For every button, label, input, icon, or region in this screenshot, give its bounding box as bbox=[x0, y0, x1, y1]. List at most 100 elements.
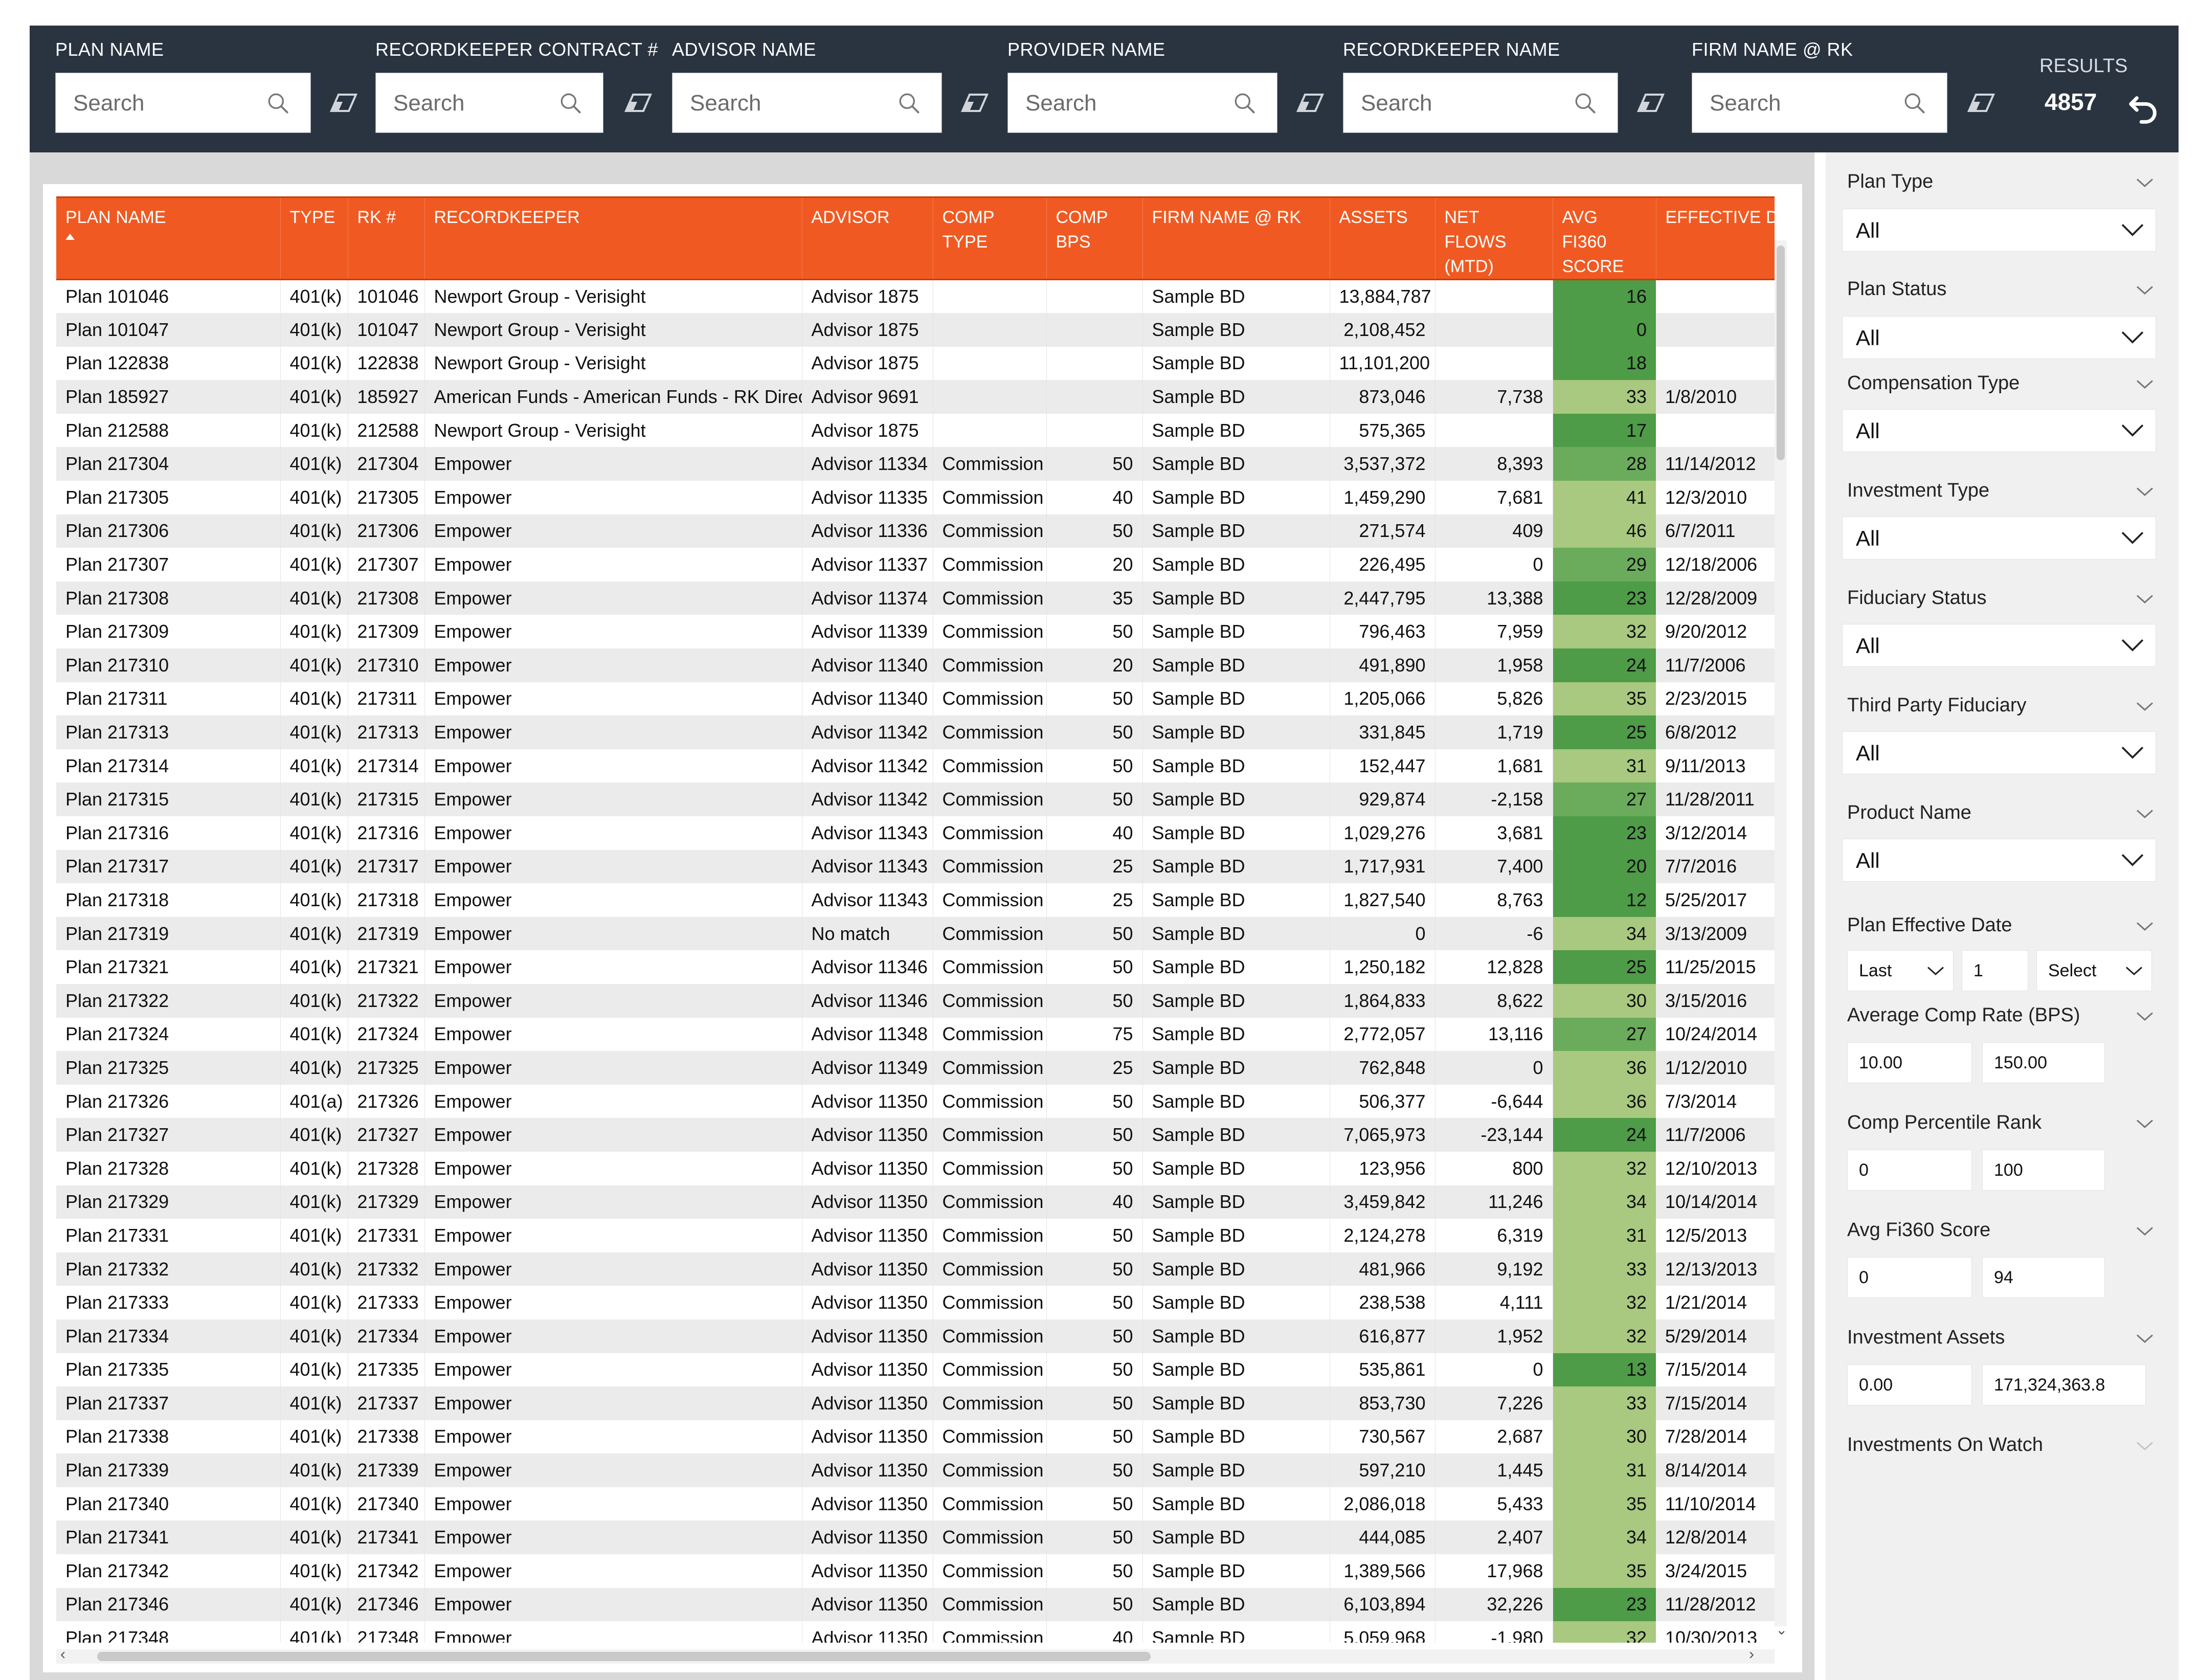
table-row[interactable]: Plan 217328 401(k) 217328 Empower Advisor 11… bbox=[56, 1151, 1775, 1185]
collapse-chevron-icon[interactable] bbox=[2136, 1225, 2154, 1238]
effective-date-unit-select[interactable]: Select bbox=[2036, 950, 2152, 991]
table-row[interactable]: Plan 217331 401(k) 217331 Empower Advisor 11… bbox=[56, 1219, 1775, 1252]
investment-type-select[interactable]: All bbox=[1842, 517, 2156, 559]
investment-assets-max-input[interactable]: 171,324,363.8 bbox=[1982, 1364, 2146, 1405]
col-header-net-flows[interactable]: NET FLOWS (MTD) bbox=[1435, 196, 1553, 280]
collapse-chevron-icon[interactable] bbox=[2136, 701, 2154, 713]
table-row[interactable]: Plan 122838 401(k) 122838 Newport Group - V… bbox=[56, 346, 1775, 380]
table-row[interactable]: Plan 217340 401(k) 217340 Empower Advisor 11… bbox=[56, 1487, 1775, 1521]
table-row[interactable]: Plan 217315 401(k) 217315 Empower Advisor 11… bbox=[56, 782, 1775, 816]
scroll-left-icon[interactable]: ‹ bbox=[60, 1646, 65, 1663]
compensation-type-select[interactable]: All bbox=[1842, 409, 2156, 452]
table-row[interactable]: Plan 217319 401(k) 217319 Empower No match Co… bbox=[56, 916, 1775, 951]
collapse-chevron-icon[interactable] bbox=[2136, 808, 2154, 820]
table-row[interactable]: Plan 217304 401(k) 217304 Empower Advisor 11… bbox=[56, 447, 1775, 481]
table-row[interactable]: Plan 217333 401(k) 217333 Empower Advisor 11… bbox=[56, 1286, 1775, 1319]
search-icon[interactable] bbox=[558, 91, 584, 116]
provider-name-search-input[interactable] bbox=[1024, 73, 1201, 133]
effective-date-period-select[interactable]: Last bbox=[1847, 950, 1954, 991]
table-row[interactable]: Plan 217326 401(a) 217326 Empower Advisor 11… bbox=[56, 1084, 1775, 1118]
product-name-select[interactable]: All bbox=[1842, 839, 2156, 882]
col-header-comp-bps[interactable]: COMP BPS bbox=[1046, 196, 1143, 280]
table-row[interactable]: Plan 217318 401(k) 217318 Empower Advisor 11… bbox=[56, 883, 1775, 917]
col-header-recordkeeper[interactable]: RECORDKEEPER bbox=[424, 196, 802, 280]
third-party-fiduciary-select[interactable]: All bbox=[1842, 731, 2156, 774]
firm-name-search-input[interactable] bbox=[1709, 73, 1876, 133]
table-row[interactable]: Plan 217342 401(k) 217342 Empower Advisor 11… bbox=[56, 1554, 1775, 1588]
table-row[interactable]: Plan 217322 401(k) 217322 Empower Advisor 11… bbox=[56, 983, 1775, 1018]
col-header-firm-name[interactable]: FIRM NAME @ RK bbox=[1142, 196, 1330, 280]
effective-date-amount-input[interactable]: 1 bbox=[1962, 950, 2028, 991]
table-row[interactable]: Plan 217329 401(k) 217329 Empower Advisor 11… bbox=[56, 1185, 1775, 1219]
recordkeeper-name-search-input[interactable] bbox=[1360, 73, 1540, 133]
table-row[interactable]: Plan 217316 401(k) 217316 Empower Advisor 11… bbox=[56, 816, 1775, 850]
table-row[interactable]: Plan 212588 401(k) 212588 Newport Group - V… bbox=[56, 413, 1775, 447]
table-row[interactable]: Plan 217307 401(k) 217307 Empower Advisor 11… bbox=[56, 548, 1775, 581]
scroll-down-icon[interactable]: ⌄ bbox=[1776, 1622, 1788, 1638]
table-row[interactable]: Plan 217339 401(k) 217339 Empower Advisor 11… bbox=[56, 1453, 1775, 1487]
col-header-avg-fi360-score[interactable]: AVG FI360 SCORE bbox=[1553, 196, 1656, 280]
table-row[interactable]: Plan 217310 401(k) 217310 Empower Advisor 11… bbox=[56, 648, 1775, 682]
recordkeeper-contract-search-input[interactable] bbox=[392, 73, 542, 133]
col-header-plan-name[interactable]: PLAN NAME bbox=[56, 196, 281, 280]
table-row[interactable]: Plan 217332 401(k) 217332 Empower Advisor 11… bbox=[56, 1252, 1775, 1286]
eraser-icon[interactable] bbox=[1636, 92, 1665, 114]
table-row[interactable]: Plan 217335 401(k) 217335 Empower Advisor 11… bbox=[56, 1353, 1775, 1387]
table-row[interactable]: Plan 217305 401(k) 217305 Empower Advisor 11… bbox=[56, 481, 1775, 514]
table-row[interactable]: Plan 217314 401(k) 217314 Empower Advisor 11… bbox=[56, 749, 1775, 783]
table-row[interactable]: Plan 217325 401(k) 217325 Empower Advisor 11… bbox=[56, 1051, 1775, 1085]
table-row[interactable]: Plan 217346 401(k) 217346 Empower Advisor 11… bbox=[56, 1587, 1775, 1622]
table-row[interactable]: Plan 217306 401(k) 217306 Empower Advisor 11… bbox=[56, 514, 1775, 548]
collapse-chevron-icon[interactable] bbox=[2136, 1118, 2154, 1130]
advisor-name-search-input[interactable] bbox=[689, 73, 866, 133]
search-icon[interactable] bbox=[1902, 91, 1927, 116]
comp-rate-max-input[interactable]: 150.00 bbox=[1982, 1042, 2105, 1083]
collapse-chevron-icon[interactable] bbox=[2136, 378, 2154, 391]
table-row[interactable]: Plan 217324 401(k) 217324 Empower Advisor 11… bbox=[56, 1017, 1775, 1051]
search-icon[interactable] bbox=[1232, 91, 1258, 116]
vertical-scrollbar-thumb[interactable] bbox=[1777, 245, 1785, 460]
collapse-chevron-icon[interactable] bbox=[2136, 1333, 2154, 1345]
vertical-scrollbar[interactable] bbox=[1775, 240, 1787, 1626]
col-header-advisor[interactable]: ADVISOR bbox=[802, 196, 933, 280]
collapse-chevron-icon[interactable] bbox=[2136, 177, 2154, 189]
col-header-rk-number[interactable]: RK # bbox=[348, 196, 425, 280]
table-row[interactable]: Plan 217348 401(k) 217348 Empower Advisor 11… bbox=[56, 1621, 1775, 1643]
percentile-rank-min-input[interactable]: 0 bbox=[1847, 1150, 1972, 1191]
undo-icon[interactable] bbox=[2126, 92, 2162, 128]
table-row[interactable]: Plan 217337 401(k) 217337 Empower Advisor 11… bbox=[56, 1386, 1775, 1420]
table-row[interactable]: Plan 217338 401(k) 217338 Empower Advisor 11… bbox=[56, 1420, 1775, 1454]
eraser-icon[interactable] bbox=[624, 92, 653, 114]
collapse-chevron-icon[interactable] bbox=[2136, 1011, 2154, 1023]
fi360-score-max-input[interactable]: 94 bbox=[1982, 1257, 2105, 1298]
eraser-icon[interactable] bbox=[1967, 92, 1995, 114]
table-row[interactable]: Plan 185927 401(k) 185927 American Funds - … bbox=[56, 380, 1775, 414]
results-table-viewport[interactable]: PLAN NAME TYPE RK # RECORDKEEPER ADVISOR… bbox=[56, 196, 1775, 1643]
table-row[interactable]: Plan 217313 401(k) 217313 Empower Advisor 11… bbox=[56, 715, 1775, 749]
table-row[interactable]: Plan 217327 401(k) 217327 Empower Advisor 11… bbox=[56, 1118, 1775, 1152]
table-row[interactable]: Plan 101047 401(k) 101047 Newport Group - V… bbox=[56, 313, 1775, 347]
plan-name-search-input[interactable] bbox=[72, 73, 240, 133]
eraser-icon[interactable] bbox=[329, 92, 358, 114]
search-icon[interactable] bbox=[265, 91, 291, 116]
search-icon[interactable] bbox=[896, 91, 922, 116]
table-row[interactable]: Plan 217321 401(k) 217321 Empower Advisor 11… bbox=[56, 950, 1775, 984]
comp-rate-min-input[interactable]: 10.00 bbox=[1847, 1042, 1972, 1083]
col-header-type[interactable]: TYPE bbox=[280, 196, 348, 280]
collapse-chevron-icon[interactable] bbox=[2136, 1440, 2154, 1452]
eraser-icon[interactable] bbox=[960, 92, 989, 114]
investment-assets-min-input[interactable]: 0.00 bbox=[1847, 1364, 1972, 1405]
eraser-icon[interactable] bbox=[1296, 92, 1325, 114]
percentile-rank-max-input[interactable]: 100 bbox=[1982, 1150, 2105, 1191]
plan-status-select[interactable]: All bbox=[1842, 316, 2156, 359]
table-row[interactable]: Plan 101046 401(k) 101046 Newport Group - V… bbox=[56, 279, 1775, 313]
scroll-right-icon[interactable]: › bbox=[1749, 1646, 1754, 1663]
collapse-chevron-icon[interactable] bbox=[2136, 921, 2154, 933]
plan-type-select[interactable]: All bbox=[1842, 209, 2156, 252]
table-row[interactable]: Plan 217334 401(k) 217334 Empower Advisor 11… bbox=[56, 1319, 1775, 1353]
col-header-assets[interactable]: ASSETS bbox=[1330, 196, 1435, 280]
collapse-chevron-icon[interactable] bbox=[2136, 284, 2154, 297]
col-header-effective-date[interactable]: EFFECTIVE DATE bbox=[1656, 196, 1775, 280]
table-row[interactable]: Plan 217309 401(k) 217309 Empower Advisor 11… bbox=[56, 615, 1775, 649]
table-row[interactable]: Plan 217317 401(k) 217317 Empower Advisor 11… bbox=[56, 849, 1775, 884]
